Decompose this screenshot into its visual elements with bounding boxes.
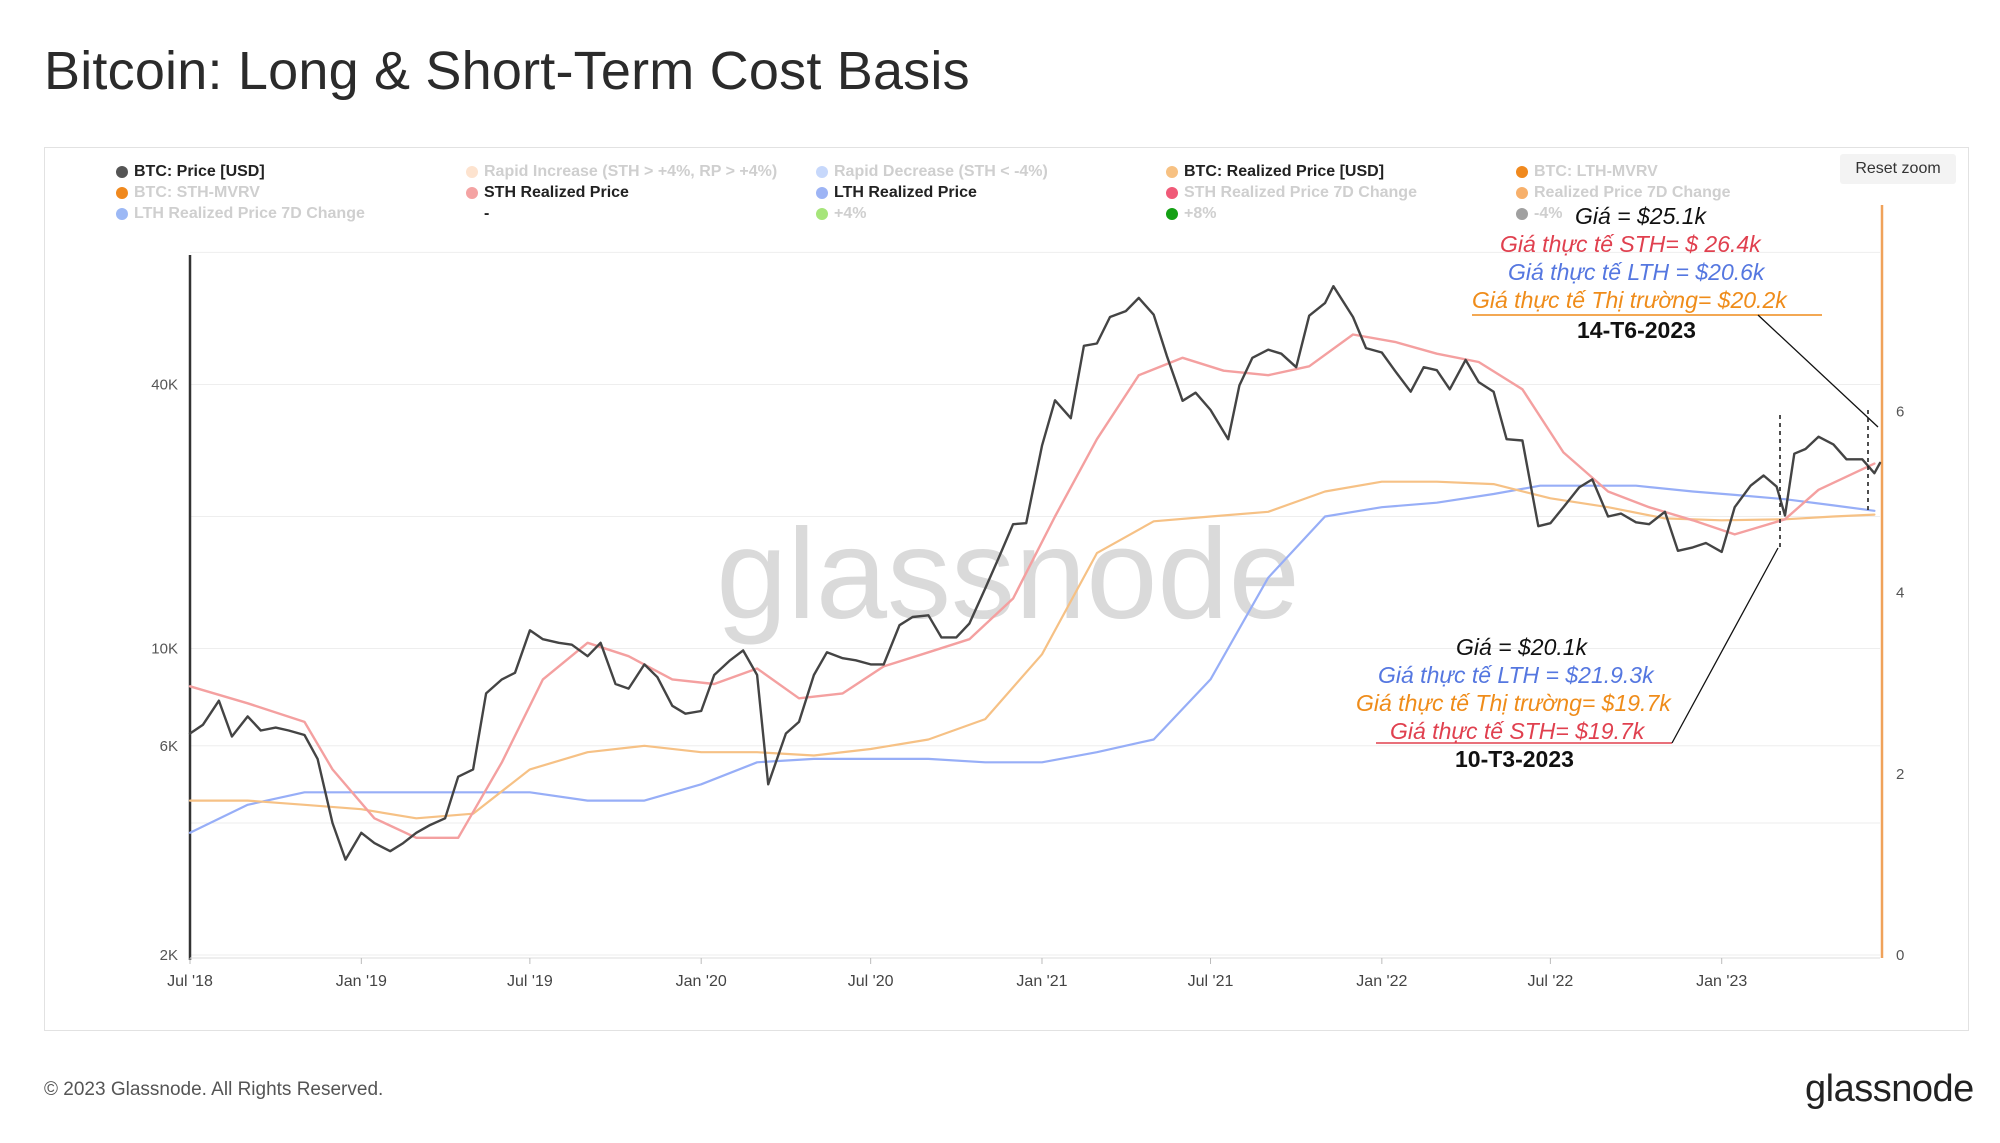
x-tick-label: Jan '22 xyxy=(1356,973,1407,990)
legend-color-dot xyxy=(1166,166,1178,178)
x-tick-label: Jan '21 xyxy=(1016,973,1067,990)
x-tick-label: Jan '20 xyxy=(676,973,727,990)
series-sth-realized-price xyxy=(188,333,1876,839)
watermark: glassnode xyxy=(716,503,1300,646)
legend-item[interactable]: Rapid Increase (STH > +4%, RP > +4%) xyxy=(466,163,777,181)
legend-color-dot xyxy=(816,166,828,178)
y2-tick-label: 6 xyxy=(1896,403,1904,420)
chart-frame xyxy=(44,147,1969,1031)
series-btc-price xyxy=(188,285,1882,861)
legend-item[interactable]: BTC: LTH-MVRV xyxy=(1516,163,1658,181)
y2-tick-label: 0 xyxy=(1896,947,1904,964)
y2-tick-label: 2 xyxy=(1896,766,1904,783)
x-tick-label: Jul '22 xyxy=(1528,973,1574,990)
legend-item[interactable]: +8% xyxy=(1166,205,1216,223)
legend-label: Rapid Increase (STH > +4%, RP > +4%) xyxy=(484,163,778,180)
legend-label: -4% xyxy=(1534,205,1563,222)
legend-color-dot xyxy=(116,187,128,199)
legend-item[interactable]: - xyxy=(466,205,489,223)
legend-label: LTH Realized Price xyxy=(834,184,977,201)
annotation-bottom-market: Giá thực tế Thị trường= $19.7k xyxy=(1356,690,1671,716)
legend-item[interactable]: Realized Price 7D Change xyxy=(1516,184,1731,202)
legend-color-dot xyxy=(1166,187,1178,199)
x-tick-label: Jan '19 xyxy=(336,973,387,990)
legend-label: Rapid Decrease (STH < -4%) xyxy=(834,163,1048,180)
annotation-top-price: Giá = $25.1k xyxy=(1575,203,1707,229)
y-tick-label: 6K xyxy=(160,738,178,755)
legend-color-dot xyxy=(466,187,478,199)
page-title: Bitcoin: Long & Short-Term Cost Basis xyxy=(44,41,970,101)
legend-color-dot xyxy=(816,208,828,220)
legend-item[interactable]: BTC: Price [USD] xyxy=(116,163,265,181)
reset-zoom-button[interactable]: Reset zoom xyxy=(1840,154,1956,184)
x-tick-label: Jul '20 xyxy=(848,973,894,990)
legend-color-dot xyxy=(1516,187,1528,199)
legend-color-dot xyxy=(1516,166,1528,178)
legend-label: BTC: Realized Price [USD] xyxy=(1184,163,1385,180)
legend-label: BTC: STH-MVRV xyxy=(134,184,260,201)
series-lth-realized-price xyxy=(188,484,1876,834)
annotation-bottom-date: 10-T3-2023 xyxy=(1455,746,1574,772)
x-tick-label: Jul '21 xyxy=(1188,973,1234,990)
annotation-bottom-lth: Giá thực tế LTH = $21.9.3k xyxy=(1378,662,1654,688)
legend-label: +4% xyxy=(834,205,867,222)
annotation-top-sth: Giá thực tế STH= $ 26.4k xyxy=(1500,231,1761,257)
legend-color-dot xyxy=(466,166,478,178)
legend-color-dot xyxy=(1166,208,1178,220)
y-tick-label: 40K xyxy=(151,376,178,393)
legend-color-dot xyxy=(116,166,128,178)
legend-item[interactable]: STH Realized Price 7D Change xyxy=(1166,184,1417,202)
x-tick-label: Jul '18 xyxy=(167,973,213,990)
legend-item[interactable]: +4% xyxy=(816,205,866,223)
x-tick-label: Jul '19 xyxy=(507,973,553,990)
copyright-text: © 2023 Glassnode. All Rights Reserved. xyxy=(44,1079,384,1100)
legend-item[interactable]: LTH Realized Price xyxy=(816,184,977,202)
legend-item[interactable]: BTC: Realized Price [USD] xyxy=(1166,163,1384,181)
legend-label: Realized Price 7D Change xyxy=(1534,184,1731,201)
annotation-top-date: 14-T6-2023 xyxy=(1577,317,1696,343)
legend-item[interactable]: Rapid Decrease (STH < -4%) xyxy=(816,163,1048,181)
annotation-bottom-price: Giá = $20.1k xyxy=(1456,634,1588,660)
legend-color-dot xyxy=(816,187,828,199)
legend-label: STH Realized Price xyxy=(484,184,629,201)
legend-label: - xyxy=(484,205,490,222)
legend-item[interactable]: -4% xyxy=(1516,205,1562,223)
legend-color-dot xyxy=(1516,208,1528,220)
annotation-top-lth: Giá thực tế LTH = $20.6k xyxy=(1508,259,1765,285)
top-annotation-leader xyxy=(1757,314,1879,428)
glassnode-logo: glassnode xyxy=(1805,1068,1974,1110)
legend-color-dot xyxy=(116,208,128,220)
legend-item[interactable]: BTC: STH-MVRV xyxy=(116,184,260,202)
y2-tick-label: 4 xyxy=(1896,585,1904,602)
legend-item[interactable]: LTH Realized Price 7D Change xyxy=(116,205,365,223)
legend-label: LTH Realized Price 7D Change xyxy=(134,205,365,222)
legend-label: BTC: Price [USD] xyxy=(134,163,265,180)
y-tick-label: 10K xyxy=(151,640,178,657)
bottom-annotation-leader xyxy=(1671,547,1779,744)
legend-item[interactable]: STH Realized Price xyxy=(466,184,629,202)
legend-label: +8% xyxy=(1184,205,1217,222)
annotation-top-market: Giá thực tế Thị trường= $20.2k xyxy=(1472,287,1787,313)
x-tick-label: Jan '23 xyxy=(1696,973,1747,990)
y-tick-label: 2K xyxy=(160,947,178,964)
legend-label: BTC: LTH-MVRV xyxy=(1534,163,1658,180)
legend-label: STH Realized Price 7D Change xyxy=(1184,184,1417,201)
annotation-bottom-sth: Giá thực tế STH= $19.7k xyxy=(1390,718,1645,744)
